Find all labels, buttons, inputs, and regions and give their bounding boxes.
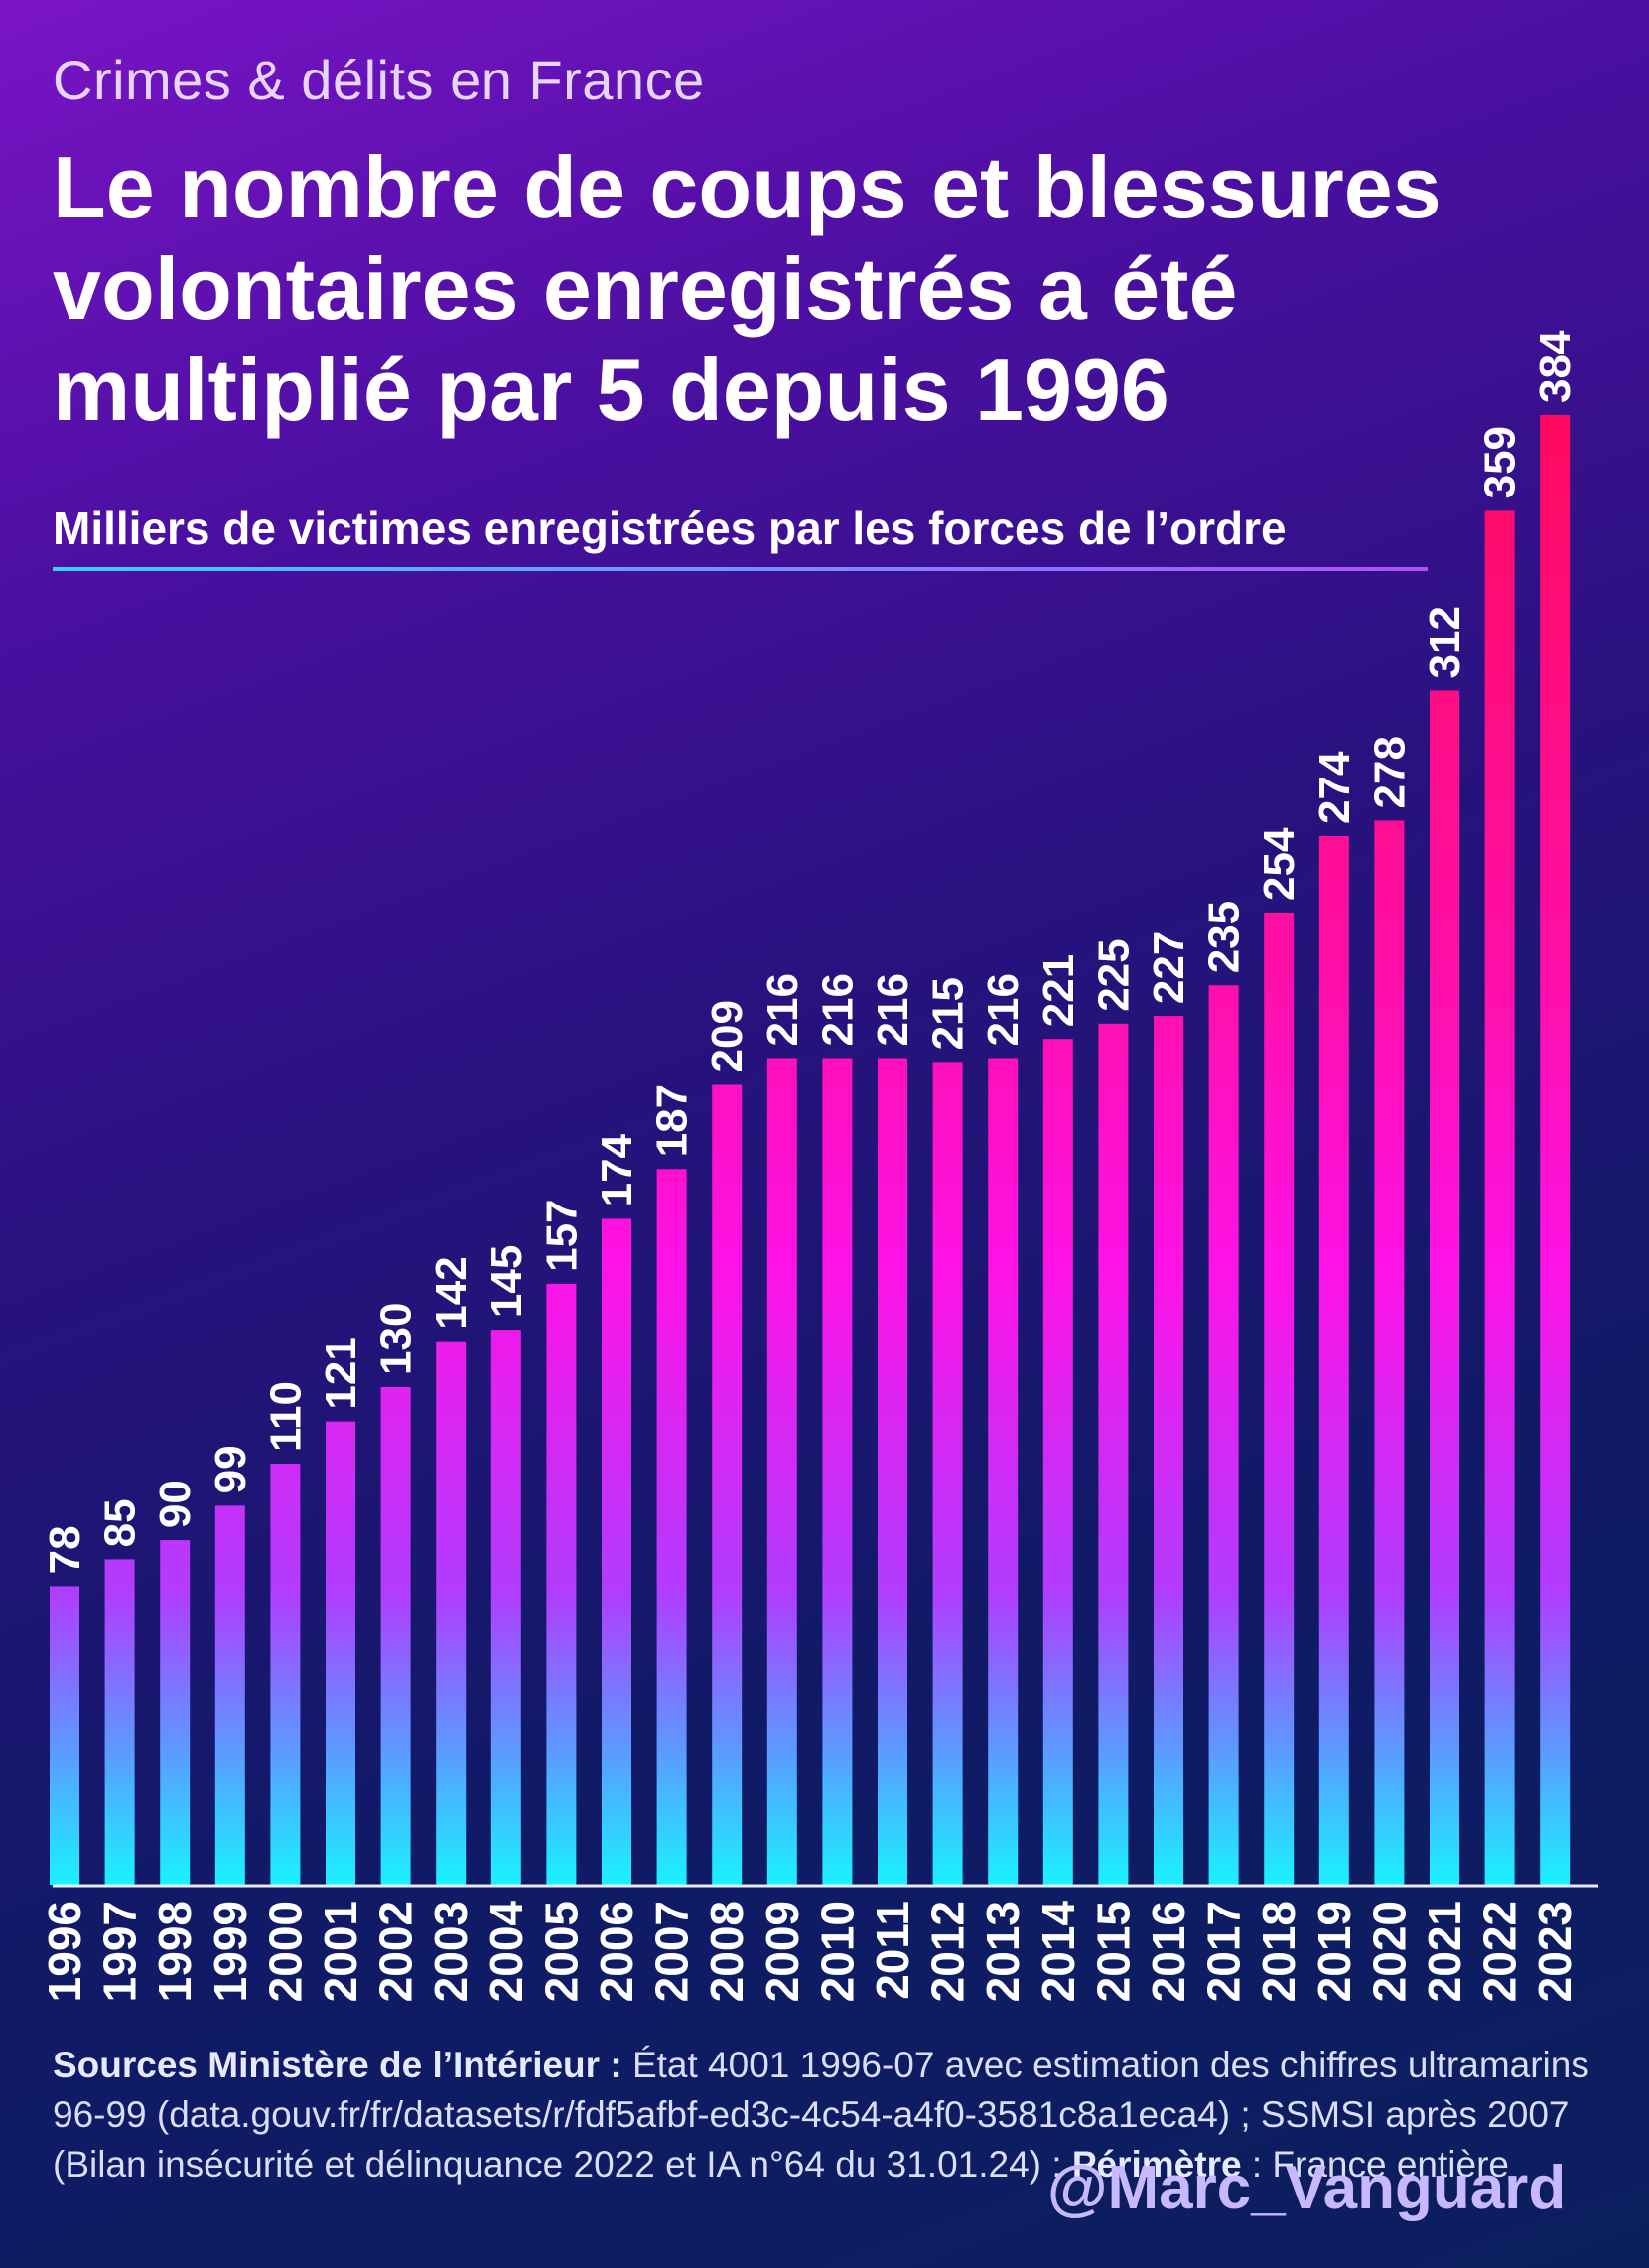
year-label-2022: 2022 [1474, 1901, 1526, 2002]
value-label-2023: 384 [1531, 330, 1580, 403]
bar-2005 [546, 1283, 577, 1885]
bar-2021 [1430, 690, 1459, 1885]
bar-2004 [490, 1330, 521, 1885]
sources-heading: Sources Ministère de l’Intérieur : [53, 2045, 622, 2085]
value-label-1998: 90 [151, 1480, 200, 1528]
bar-2015 [1098, 1023, 1129, 1885]
bar-2020 [1374, 820, 1405, 1885]
value-label-2009: 216 [758, 973, 807, 1046]
year-label-1997: 1997 [94, 1901, 146, 2002]
year-label-2002: 2002 [370, 1901, 422, 2002]
value-label-2015: 225 [1089, 938, 1138, 1011]
value-label-2014: 221 [1034, 954, 1083, 1027]
year-label-1998: 1998 [149, 1901, 201, 2002]
year-label-2006: 2006 [591, 1901, 642, 2002]
value-label-2022: 359 [1476, 426, 1525, 498]
value-label-2003: 142 [427, 1256, 476, 1329]
value-label-2008: 209 [703, 1000, 752, 1072]
year-label-2021: 2021 [1419, 1901, 1470, 2002]
year-label-2023: 2023 [1529, 1901, 1580, 2002]
value-label-2013: 216 [979, 973, 1028, 1046]
kicker: Crimes & délits en France [53, 49, 705, 111]
bar-2017 [1208, 985, 1239, 1885]
page-title: Le nombre de coups et blessures volontai… [53, 138, 1442, 439]
year-label-2000: 2000 [259, 1901, 311, 2002]
bar-2012 [932, 1062, 963, 1885]
year-label-2015: 2015 [1087, 1901, 1139, 2002]
value-label-2011: 216 [869, 973, 917, 1046]
value-label-2010: 216 [813, 973, 862, 1046]
bar-chart: 78 1996 85 1997 90 1998 99 1999 110 2000 121 2001 13… [39, 330, 1598, 2003]
year-label-2009: 2009 [756, 1901, 808, 2002]
bar-2011 [878, 1058, 907, 1885]
value-label-1996: 78 [41, 1525, 89, 1574]
sources-text: État 4001 1996-07 avec estimation des ch… [53, 2045, 1589, 2185]
sources-note: Sources Ministère de l’Intérieur : État … [53, 2041, 1601, 2190]
author-handle: @Marc_Vanguard [1047, 2154, 1567, 2222]
value-label-1999: 99 [206, 1445, 255, 1493]
bar-1998 [160, 1540, 191, 1885]
bar-2018 [1264, 913, 1295, 1885]
bar-1997 [104, 1559, 135, 1885]
bar-2009 [766, 1058, 797, 1885]
year-label-1996: 1996 [39, 1901, 90, 2002]
bar-2007 [656, 1169, 687, 1885]
bar-2006 [602, 1218, 631, 1885]
bar-2013 [988, 1058, 1019, 1885]
year-label-2013: 2013 [977, 1901, 1029, 2002]
bar-2003 [436, 1341, 467, 1885]
bar-2002 [380, 1387, 411, 1885]
value-label-2007: 187 [648, 1084, 697, 1157]
bar-2016 [1154, 1016, 1183, 1885]
subtitle-underline [53, 567, 1428, 571]
bar-2014 [1042, 1039, 1073, 1885]
perimeter-text: : France entière [1241, 2144, 1509, 2185]
value-label-1997: 85 [96, 1498, 145, 1547]
value-label-2019: 274 [1310, 751, 1359, 824]
value-label-2005: 157 [537, 1199, 586, 1271]
value-label-2006: 174 [593, 1133, 641, 1206]
bar-2022 [1484, 510, 1515, 1885]
year-label-2003: 2003 [425, 1901, 477, 2002]
bar-1996 [50, 1586, 79, 1885]
bar-1999 [214, 1505, 245, 1885]
value-label-2020: 278 [1365, 736, 1414, 808]
year-label-2011: 2011 [867, 1901, 918, 2000]
bar-2000 [270, 1464, 301, 1885]
value-label-2001: 121 [317, 1337, 365, 1409]
value-label-2012: 215 [924, 977, 973, 1050]
perimeter-heading: Périmètre [1071, 2144, 1242, 2185]
year-label-2001: 2001 [315, 1901, 366, 2002]
year-label-2019: 2019 [1308, 1901, 1360, 2002]
chart-subtitle: Milliers de victimes enregistrées par le… [53, 502, 1287, 554]
year-label-2014: 2014 [1032, 1901, 1084, 2003]
value-label-2004: 145 [482, 1245, 531, 1318]
bar-2023 [1540, 415, 1571, 1885]
year-label-2020: 2020 [1363, 1901, 1415, 2002]
bar-2001 [326, 1421, 355, 1885]
value-label-2021: 312 [1421, 606, 1469, 678]
year-label-2017: 2017 [1198, 1901, 1250, 2002]
year-label-2005: 2005 [535, 1901, 587, 2002]
year-label-2016: 2016 [1143, 1901, 1194, 2002]
bar-2019 [1318, 836, 1349, 1885]
value-label-2018: 254 [1255, 827, 1304, 901]
year-label-2007: 2007 [646, 1901, 698, 2002]
bar-2008 [712, 1084, 743, 1885]
year-label-2004: 2004 [481, 1901, 532, 2003]
year-label-2018: 2018 [1253, 1901, 1305, 2002]
year-label-2012: 2012 [922, 1901, 974, 2002]
year-label-2008: 2008 [701, 1901, 753, 2002]
value-label-2000: 110 [261, 1381, 310, 1452]
value-label-2002: 130 [372, 1303, 421, 1375]
value-label-2016: 227 [1145, 931, 1193, 1004]
year-label-2010: 2010 [811, 1901, 863, 2002]
bar-2010 [822, 1058, 853, 1885]
value-label-2017: 235 [1200, 901, 1249, 973]
year-label-1999: 1999 [205, 1901, 256, 2002]
